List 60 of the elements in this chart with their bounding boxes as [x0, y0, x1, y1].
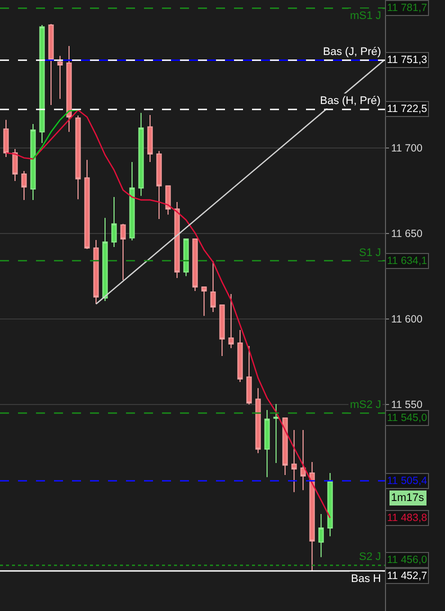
candlestick — [147, 114, 153, 162]
candlestick — [327, 472, 333, 537]
y-tick-label: 11 600 — [391, 314, 423, 326]
candlestick — [210, 260, 216, 312]
candlestick — [318, 514, 324, 558]
candlestick — [192, 238, 198, 292]
candlestick — [93, 239, 99, 304]
candlestick — [30, 124, 36, 200]
candlestick — [48, 23, 54, 106]
annotation: mS1 J — [350, 10, 382, 22]
candlestick — [12, 148, 18, 182]
candlestick — [246, 346, 252, 406]
annotation: Bas H — [351, 573, 382, 585]
candlestick — [21, 170, 27, 200]
candlestick — [165, 185, 171, 216]
ref-line-label: 11 505,4 — [387, 475, 428, 487]
candlestick — [39, 24, 45, 144]
candlestick — [66, 46, 72, 132]
ref-line-label: 11 751,3 — [387, 54, 428, 66]
candlestick — [84, 159, 90, 250]
candlestick — [102, 217, 108, 302]
y-tick-label: 11 700 — [391, 142, 423, 155]
candlestick — [300, 430, 306, 491]
ref-line-label: 11 545,0 — [387, 412, 428, 424]
annotation: S2 J — [359, 551, 382, 563]
candlestick — [201, 286, 207, 316]
candlestick — [219, 304, 225, 356]
y-tick-label: 11 650 — [391, 228, 423, 240]
ref-line-label: 11 722,5 — [387, 103, 428, 115]
candlestick — [120, 223, 126, 281]
candlestick — [183, 238, 189, 277]
y-tick-label: 11 550 — [391, 399, 423, 412]
annotation: Bas (J, Pré) — [323, 46, 382, 58]
annotation: S1 J — [359, 247, 382, 259]
candlestick — [291, 430, 297, 493]
ref-line-label: 11 781,7 — [387, 2, 428, 14]
candlestick — [174, 202, 180, 278]
candlestick — [129, 161, 135, 241]
candlestick — [237, 329, 243, 382]
candlestick — [228, 294, 234, 349]
line-series — [5, 109, 331, 518]
candlestick — [273, 404, 279, 464]
candlestick — [3, 119, 9, 158]
candlestick — [282, 418, 288, 476]
annotation: 11 483,8 — [387, 512, 428, 524]
text: 1m17s — [391, 492, 425, 504]
candlestick — [156, 150, 162, 220]
annotation: mS2 J — [350, 399, 382, 411]
candlestick — [111, 196, 117, 248]
candlestick — [264, 410, 270, 478]
candlestick — [57, 55, 63, 100]
line-series — [32, 109, 79, 160]
ref-line-label: 11 452,7 — [387, 570, 428, 582]
candlestick — [255, 388, 261, 454]
ref-line-label: 11 634,1 — [387, 255, 428, 267]
annotation: Bas (H, Pré) — [320, 95, 381, 107]
candlestick — [309, 462, 315, 572]
ref-line-label: 11 456,0 — [387, 554, 428, 566]
candlestick — [75, 114, 81, 200]
candlestick — [138, 112, 144, 196]
